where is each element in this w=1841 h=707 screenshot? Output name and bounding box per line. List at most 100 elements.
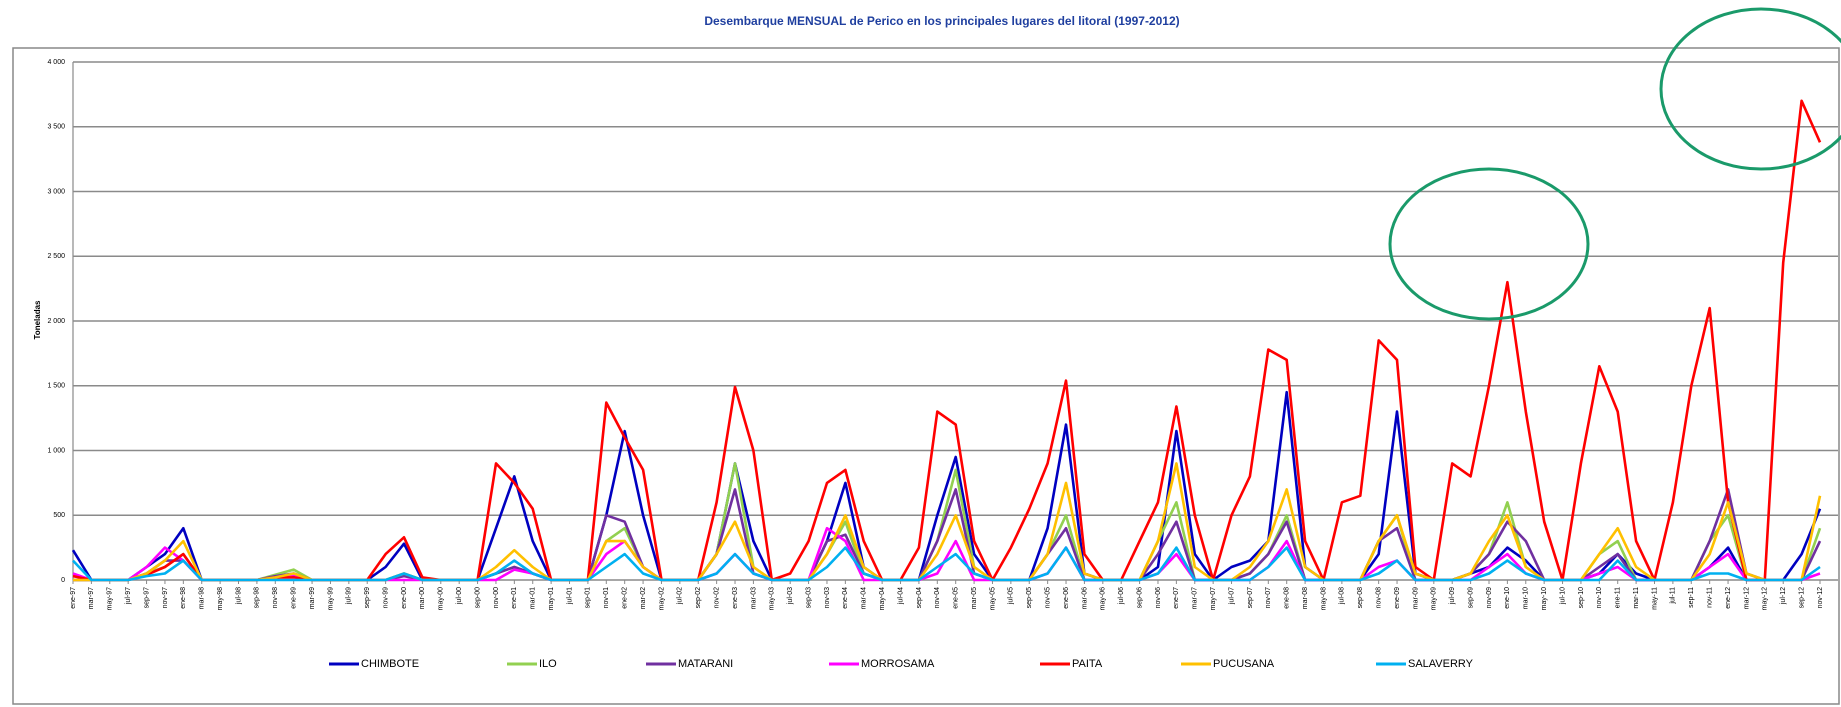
x-tick-label: mar-08: [1302, 587, 1309, 609]
x-tick-label: sep-10: [1578, 587, 1585, 609]
x-tick-label: nov-04: [934, 587, 941, 609]
y-tick-label: 2 000: [47, 318, 65, 325]
x-tick-label: sep-00: [474, 587, 481, 609]
series-line: [72, 546, 1821, 582]
x-tick-label: mar-00: [419, 587, 426, 609]
x-tick-label: ene-11: [1615, 587, 1622, 608]
x-tick-label: sep-02: [695, 587, 702, 609]
y-tick-label: 500: [53, 512, 65, 519]
x-tick-label: mar-07: [1192, 587, 1199, 609]
x-tick-label: nov-99: [382, 587, 389, 609]
legend-label: MORROSAMA: [861, 658, 935, 670]
x-tick-label: may-08: [1320, 587, 1327, 610]
x-tick-label: may-11: [1651, 587, 1658, 610]
x-tick-label: jul-02: [677, 587, 684, 605]
plot-area: 0 500 1 000 1 500 2 000 2 500 3 000 3 500 4 000 e…: [47, 59, 1838, 670]
x-tick-label: mar-11: [1633, 587, 1640, 609]
x-tick-label: jul-06: [1118, 587, 1125, 605]
x-tick-label: may-04: [879, 587, 886, 610]
x-tick-label: jul-99: [346, 587, 353, 605]
x-tick-label: ene-07: [1173, 587, 1180, 609]
x-tick-label: nov-98: [272, 587, 279, 609]
x-tick-label: nov-97: [162, 587, 169, 609]
x-tick-label: mar-01: [530, 587, 537, 609]
x-tick-label: jul-03: [787, 587, 794, 605]
x-tick-label: nov-05: [1044, 587, 1051, 609]
x-tick-label: mar-98: [199, 587, 206, 609]
x-tick-label: jul-98: [235, 587, 242, 605]
x-tick-label: sep-98: [254, 587, 261, 609]
y-tick-label: 3 500: [47, 124, 65, 131]
highlight-ellipse: [1659, 7, 1841, 171]
x-tick-label: ene-98: [180, 587, 187, 609]
x-tick-label: jul-08: [1339, 587, 1346, 605]
x-tick-label: jul-09: [1449, 587, 1456, 605]
x-tick-label: sep-07: [1247, 587, 1254, 609]
legend-label: PAITA: [1072, 658, 1103, 670]
x-tick-label: jul-05: [1008, 587, 1015, 605]
highlight-ellipse: [1388, 167, 1590, 321]
x-tick-label: may-07: [1210, 587, 1217, 610]
y-tick-label: 1 500: [47, 383, 65, 390]
y-axis-label: Toneladas: [33, 300, 42, 340]
x-tick-label: mar-05: [971, 587, 978, 609]
x-tick-label: mar-10: [1523, 587, 1530, 609]
x-tick-label: sep-05: [1026, 587, 1033, 609]
x-tick-label: sep-97: [143, 587, 150, 609]
x-tick-label: may-10: [1541, 587, 1548, 610]
x-tick-label: sep-06: [1136, 587, 1143, 609]
x-tick-label: ene-03: [732, 587, 739, 609]
x-tick-label: sep-01: [585, 587, 592, 609]
x-tick-label: ene-08: [1284, 587, 1291, 609]
x-tick-label: nov-01: [603, 587, 610, 609]
x-tick-label: ene-02: [622, 587, 629, 609]
x-tick-label: jul-07: [1228, 587, 1235, 605]
x-tick-label: ene-05: [953, 587, 960, 609]
x-tick-label: mar-99: [309, 587, 316, 609]
x-tick-label: mar-12: [1743, 587, 1750, 609]
chart-title: Desembarque MENSUAL de Perico en los pri…: [704, 14, 1179, 28]
x-tick-label: nov-11: [1707, 587, 1714, 608]
y-tick-label: 4 000: [47, 59, 65, 66]
x-tick-label: ene-00: [401, 587, 408, 609]
x-tick-label: jul-11: [1670, 587, 1677, 605]
x-tick-label: mar-09: [1412, 587, 1419, 609]
x-tick-label: sep-11: [1688, 587, 1695, 608]
x-tick-label: may-02: [658, 587, 665, 610]
x-tick-label: ene-10: [1504, 587, 1511, 609]
x-tick-label: ene-06: [1063, 587, 1070, 609]
x-tick-label: ene-97: [70, 587, 77, 609]
x-tick-label: jul-10: [1559, 587, 1566, 605]
x-tick-label: may-98: [217, 587, 224, 610]
chart-border: [12, 47, 1840, 705]
x-tick-label: nov-07: [1265, 587, 1272, 609]
x-tick-label: may-00: [438, 587, 445, 610]
x-tick-label: nov-00: [493, 587, 500, 609]
x-tick-label: nov-02: [713, 587, 720, 609]
x-tick-label: nov-03: [824, 587, 831, 609]
x-tick-label: sep-04: [916, 587, 923, 609]
x-tick-label: ene-99: [291, 587, 298, 609]
x-tick-label: may-03: [769, 587, 776, 610]
y-tick-label: 3 000: [47, 188, 65, 195]
y-tick-label: 1 000: [47, 447, 65, 454]
x-tick-label: nov-09: [1486, 587, 1493, 609]
x-tick-label: may-05: [989, 587, 996, 610]
x-tick-label: jul-01: [566, 587, 573, 605]
x-tick-label: sep-08: [1357, 587, 1364, 609]
x-tick-label: mar-04: [861, 587, 868, 609]
x-tick-label: may-99: [327, 587, 334, 610]
x-tick-label: mar-02: [640, 587, 647, 609]
x-tick-label: jul-04: [897, 587, 904, 605]
x-tick-label: nov-06: [1155, 587, 1162, 609]
x-tick-label: ene-04: [842, 587, 849, 609]
x-tick-label: may-09: [1431, 587, 1438, 610]
legend-label: ILO: [539, 658, 557, 670]
x-tick-label: mar-97: [88, 587, 95, 609]
x-tick-label: may-97: [107, 587, 114, 610]
x-tick-label: sep-09: [1467, 587, 1474, 609]
x-tick-label: ene-09: [1394, 587, 1401, 609]
x-tick-label: mar-03: [750, 587, 757, 609]
x-tick-label: jul-12: [1780, 587, 1787, 605]
